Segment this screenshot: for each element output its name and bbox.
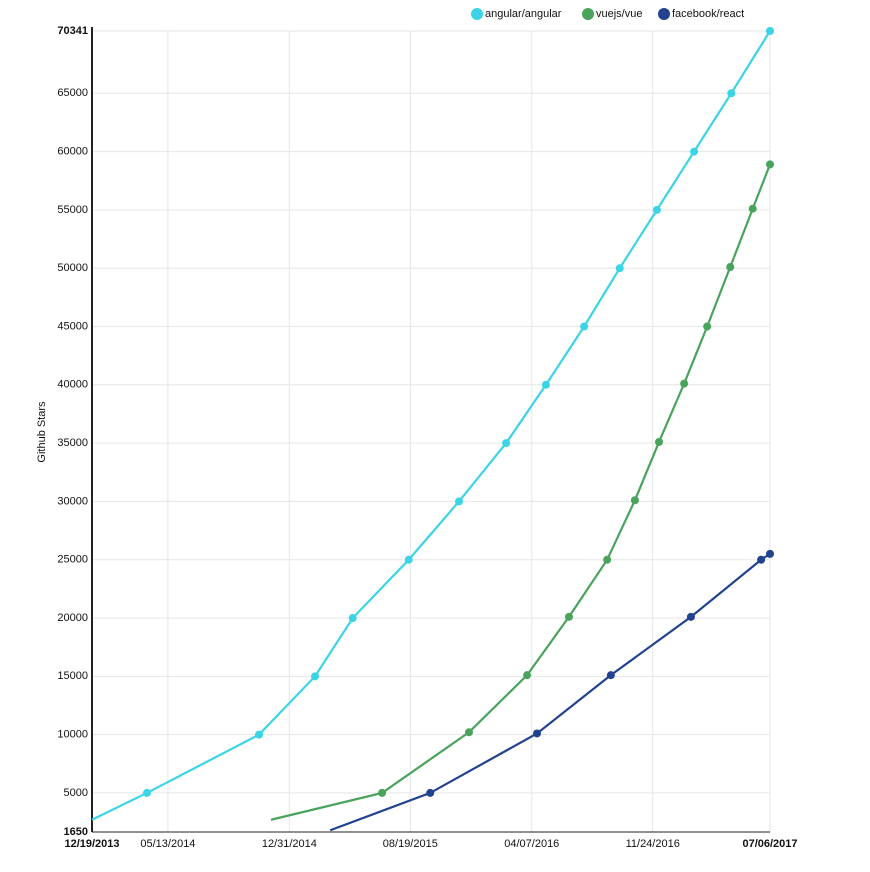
x-tick-label: 04/07/2016 [504,838,559,850]
y-tick-label: 15000 [57,670,88,682]
data-point [426,788,435,797]
data-point [630,496,639,505]
x-tick-label: 05/13/2014 [140,838,195,850]
data-point [404,555,413,564]
y-axis-label: Github Stars [36,401,48,463]
data-point [680,379,689,388]
data-point [580,322,589,331]
data-point [655,437,664,446]
y-tick-label: 1650 [64,826,88,838]
data-point [142,788,151,797]
legend-item[interactable]: angular/angular [471,8,562,20]
y-tick-label: 70341 [57,25,88,37]
data-point [564,612,573,621]
data-point [455,497,464,506]
data-point [378,788,387,797]
data-point [606,671,615,680]
y-tick-label: 60000 [57,145,88,157]
data-point [766,27,774,35]
series-line [329,552,771,832]
x-tick-label: 12/19/2013 [64,838,119,850]
y-tick-label: 10000 [57,729,88,741]
legend-item[interactable]: vuejs/vue [582,8,642,20]
legend-swatch [658,8,670,20]
x-tick-label: 11/24/2016 [626,838,680,850]
data-point [727,89,736,98]
data-point [686,612,695,621]
y-tick-label: 25000 [57,554,88,566]
series-line [270,164,772,821]
legend-swatch [471,8,483,20]
data-point [533,729,542,738]
series-line [91,30,771,821]
y-tick-label: 35000 [57,437,88,449]
y-tick-label: 45000 [57,320,88,332]
legend-label: facebook/react [672,8,744,20]
legend-label: vuejs/vue [596,8,642,20]
y-tick-label: 50000 [57,262,88,274]
data-point [726,263,735,272]
data-point [523,671,532,680]
y-tick-label: 20000 [57,612,88,624]
x-tick-label: 08/19/2015 [383,838,438,850]
data-point [757,555,766,564]
y-tick-label: 55000 [57,204,88,216]
legend-item[interactable]: facebook/react [658,8,744,20]
data-point [502,439,511,448]
y-tick-label: 5000 [64,787,88,799]
data-point [748,204,757,213]
data-point [652,205,661,214]
data-point [255,730,264,739]
legend-swatch [582,8,594,20]
data-point [766,160,774,169]
y-tick-label: 65000 [57,87,88,99]
data-point [690,147,699,156]
data-point [541,380,550,389]
legend-label: angular/angular [485,8,562,20]
data-point [348,614,357,623]
data-point [766,549,774,558]
data-point [311,672,320,681]
data-point [615,264,624,273]
x-tick-label: 07/06/2017 [742,838,797,850]
y-tick-label: 40000 [57,379,88,391]
data-point [703,322,712,331]
y-tick-label: 30000 [57,495,88,507]
data-point [464,728,473,737]
data-point [603,555,612,564]
x-tick-label: 12/31/2014 [262,838,317,850]
